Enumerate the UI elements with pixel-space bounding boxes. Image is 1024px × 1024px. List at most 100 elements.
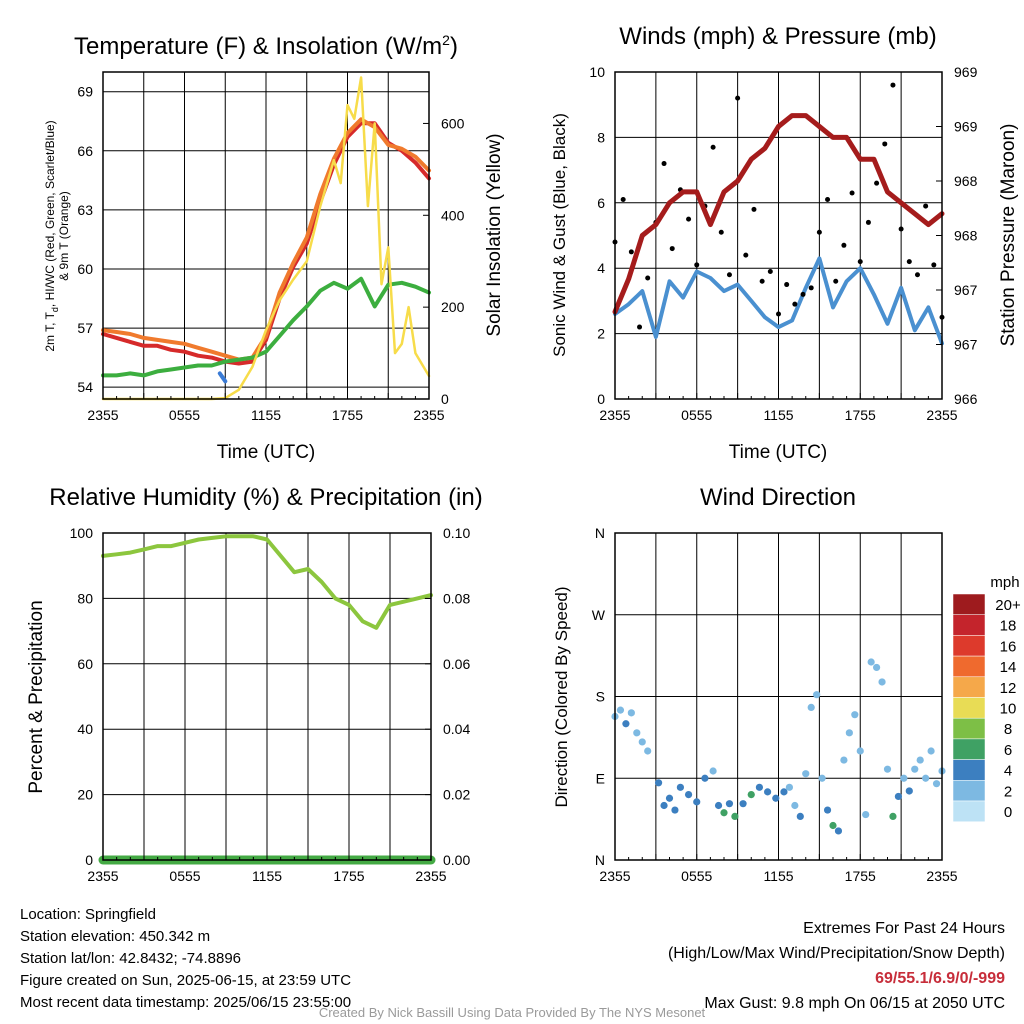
legend-swatch <box>952 614 986 636</box>
y-right-tick-label: 0.04 <box>443 721 470 737</box>
gust-point <box>833 278 839 284</box>
y-left-tick-label: 60 <box>77 656 93 672</box>
winds-ylabel-right: Station Pressure (Maroon) <box>998 124 1019 347</box>
y-left-tick-label: 10 <box>589 64 605 80</box>
legend-swatch <box>952 593 986 615</box>
y-left-tick-label: 6 <box>597 195 605 211</box>
gust-point <box>816 229 822 235</box>
series-line <box>613 256 944 346</box>
y-left-tick-label: 4 <box>597 260 605 276</box>
direction-point <box>747 791 755 799</box>
y-right-tick-label: 968 <box>954 228 978 244</box>
y-right-tick-label: 969 <box>954 119 978 135</box>
legend-label: 4 <box>1004 763 1012 780</box>
gust-point <box>751 206 757 212</box>
temperature-ticks: 2355 0555 1155 1755 2355 54 57 60 63 66 69 0 200 400 6… <box>77 84 464 423</box>
y-right-tick-label: 0 <box>441 391 449 407</box>
gust-point <box>849 190 855 196</box>
winds-series <box>612 82 945 346</box>
gust-point <box>694 262 700 268</box>
legend-swatch <box>952 676 986 698</box>
direction-point <box>791 801 799 810</box>
gust-point <box>914 272 920 278</box>
y-left-tick-label: 2 <box>597 326 605 342</box>
direction-point <box>818 774 826 782</box>
temperature-ylabel-left-line2: & 9m T (Orange) <box>57 191 71 281</box>
direction-point <box>829 821 837 830</box>
direction-ylabel-left: Direction (Colored By Speed) <box>552 586 571 807</box>
humidity-ylabel-left: Percent & Precipitation <box>26 600 47 793</box>
legend-label: 0 <box>1004 804 1012 821</box>
humidity-ticks: 2355 0555 1155 1755 23550204060801000.000.02… <box>70 525 471 884</box>
direction-point <box>755 783 764 791</box>
x-tick-label: 1155 <box>763 868 793 884</box>
temperature-panel: Temperature (F) & Insolation (W/m2) 2355… <box>43 32 505 463</box>
gust-point <box>808 285 814 291</box>
y-right-tick-label: 968 <box>954 173 978 189</box>
gust-point <box>931 262 937 268</box>
direction-point <box>873 663 881 672</box>
direction-title: Wind Direction <box>700 484 856 511</box>
direction-point <box>823 806 832 814</box>
direction-point <box>813 691 821 699</box>
gust-point <box>890 82 896 88</box>
temperature-xlabel: Time (UTC) <box>217 442 316 463</box>
x-tick-label: 2355 <box>87 868 118 884</box>
direction-point <box>780 788 788 796</box>
y-right-tick-label: 600 <box>441 115 465 131</box>
direction-point <box>894 792 903 801</box>
x-tick-label: 1755 <box>845 868 876 884</box>
gust-point <box>620 197 626 203</box>
direction-point <box>693 798 701 806</box>
temperature-ylabel-right: Solar Insolation (Yellow) <box>484 133 505 336</box>
legend-swatch <box>952 717 986 740</box>
gust-point <box>776 311 781 317</box>
direction-point <box>922 774 930 782</box>
x-tick-label: 0555 <box>681 407 712 423</box>
gust-point <box>637 324 643 330</box>
gust-point <box>841 242 847 248</box>
credit-line: Created By Nick Bassill Using Data Provi… <box>318 1005 706 1020</box>
speed-legend: mph 20+ 18 16 14 12 10 8 6 4 2 0 <box>952 574 1021 822</box>
x-tick-label: 2355 <box>926 868 957 884</box>
extremes-info: Extremes For Past 24 Hours (High/Low/Max… <box>668 916 1005 1016</box>
direction-point <box>883 765 892 773</box>
direction-point <box>802 770 810 778</box>
recent-data: Most recent data timestamp: 2025/06/15 2… <box>20 994 352 1011</box>
winds-panel: Winds (mph) & Pressure (mb) 2355 0555 1155… <box>550 23 1019 463</box>
direction-point <box>660 801 668 810</box>
x-tick-label: 2355 <box>415 868 446 884</box>
y-left-tick-label: 69 <box>77 84 93 100</box>
direction-point <box>622 720 630 728</box>
direction-point <box>772 794 780 802</box>
y-left-tick-label: S <box>596 689 605 705</box>
direction-point <box>616 706 625 714</box>
direction-series <box>611 658 946 835</box>
direction-point <box>932 780 941 788</box>
humidity-title: Relative Humidity (%) & Precipitation (i… <box>49 484 482 511</box>
direction-panel: Wind Direction 2355 0555 1155 1755 2355NESWN… <box>552 484 958 884</box>
gust-point <box>710 144 716 150</box>
x-tick-label: 1155 <box>251 407 281 423</box>
legend-label: 20+ <box>995 597 1021 614</box>
station-elevation: Station elevation: 450.342 m <box>20 928 211 945</box>
max-gust: Max Gust: 9.8 mph On 06/15 at 2050 UTC <box>704 995 1005 1012</box>
y-left-tick-label: 60 <box>77 261 93 277</box>
direction-point <box>851 711 859 719</box>
x-tick-label: 2355 <box>926 407 957 423</box>
direction-point <box>714 801 723 810</box>
legend-label: 12 <box>1000 680 1017 697</box>
legend-label: 8 <box>1004 721 1012 738</box>
legend-swatch <box>952 738 986 760</box>
legend-label: 2 <box>1004 783 1012 800</box>
extremes-subtitle: (High/Low/Max Wind/Precipitation/Snow De… <box>667 945 1005 962</box>
legend-swatch <box>952 759 986 781</box>
y-left-tick-label: N <box>595 525 605 541</box>
legend-label: 16 <box>1000 638 1017 655</box>
y-right-tick-label: 200 <box>441 299 465 315</box>
gust-point <box>743 252 749 258</box>
y-right-tick-label: 0.00 <box>443 852 470 868</box>
gust-point <box>767 268 773 274</box>
extremes-title: Extremes For Past 24 Hours <box>803 920 1005 937</box>
